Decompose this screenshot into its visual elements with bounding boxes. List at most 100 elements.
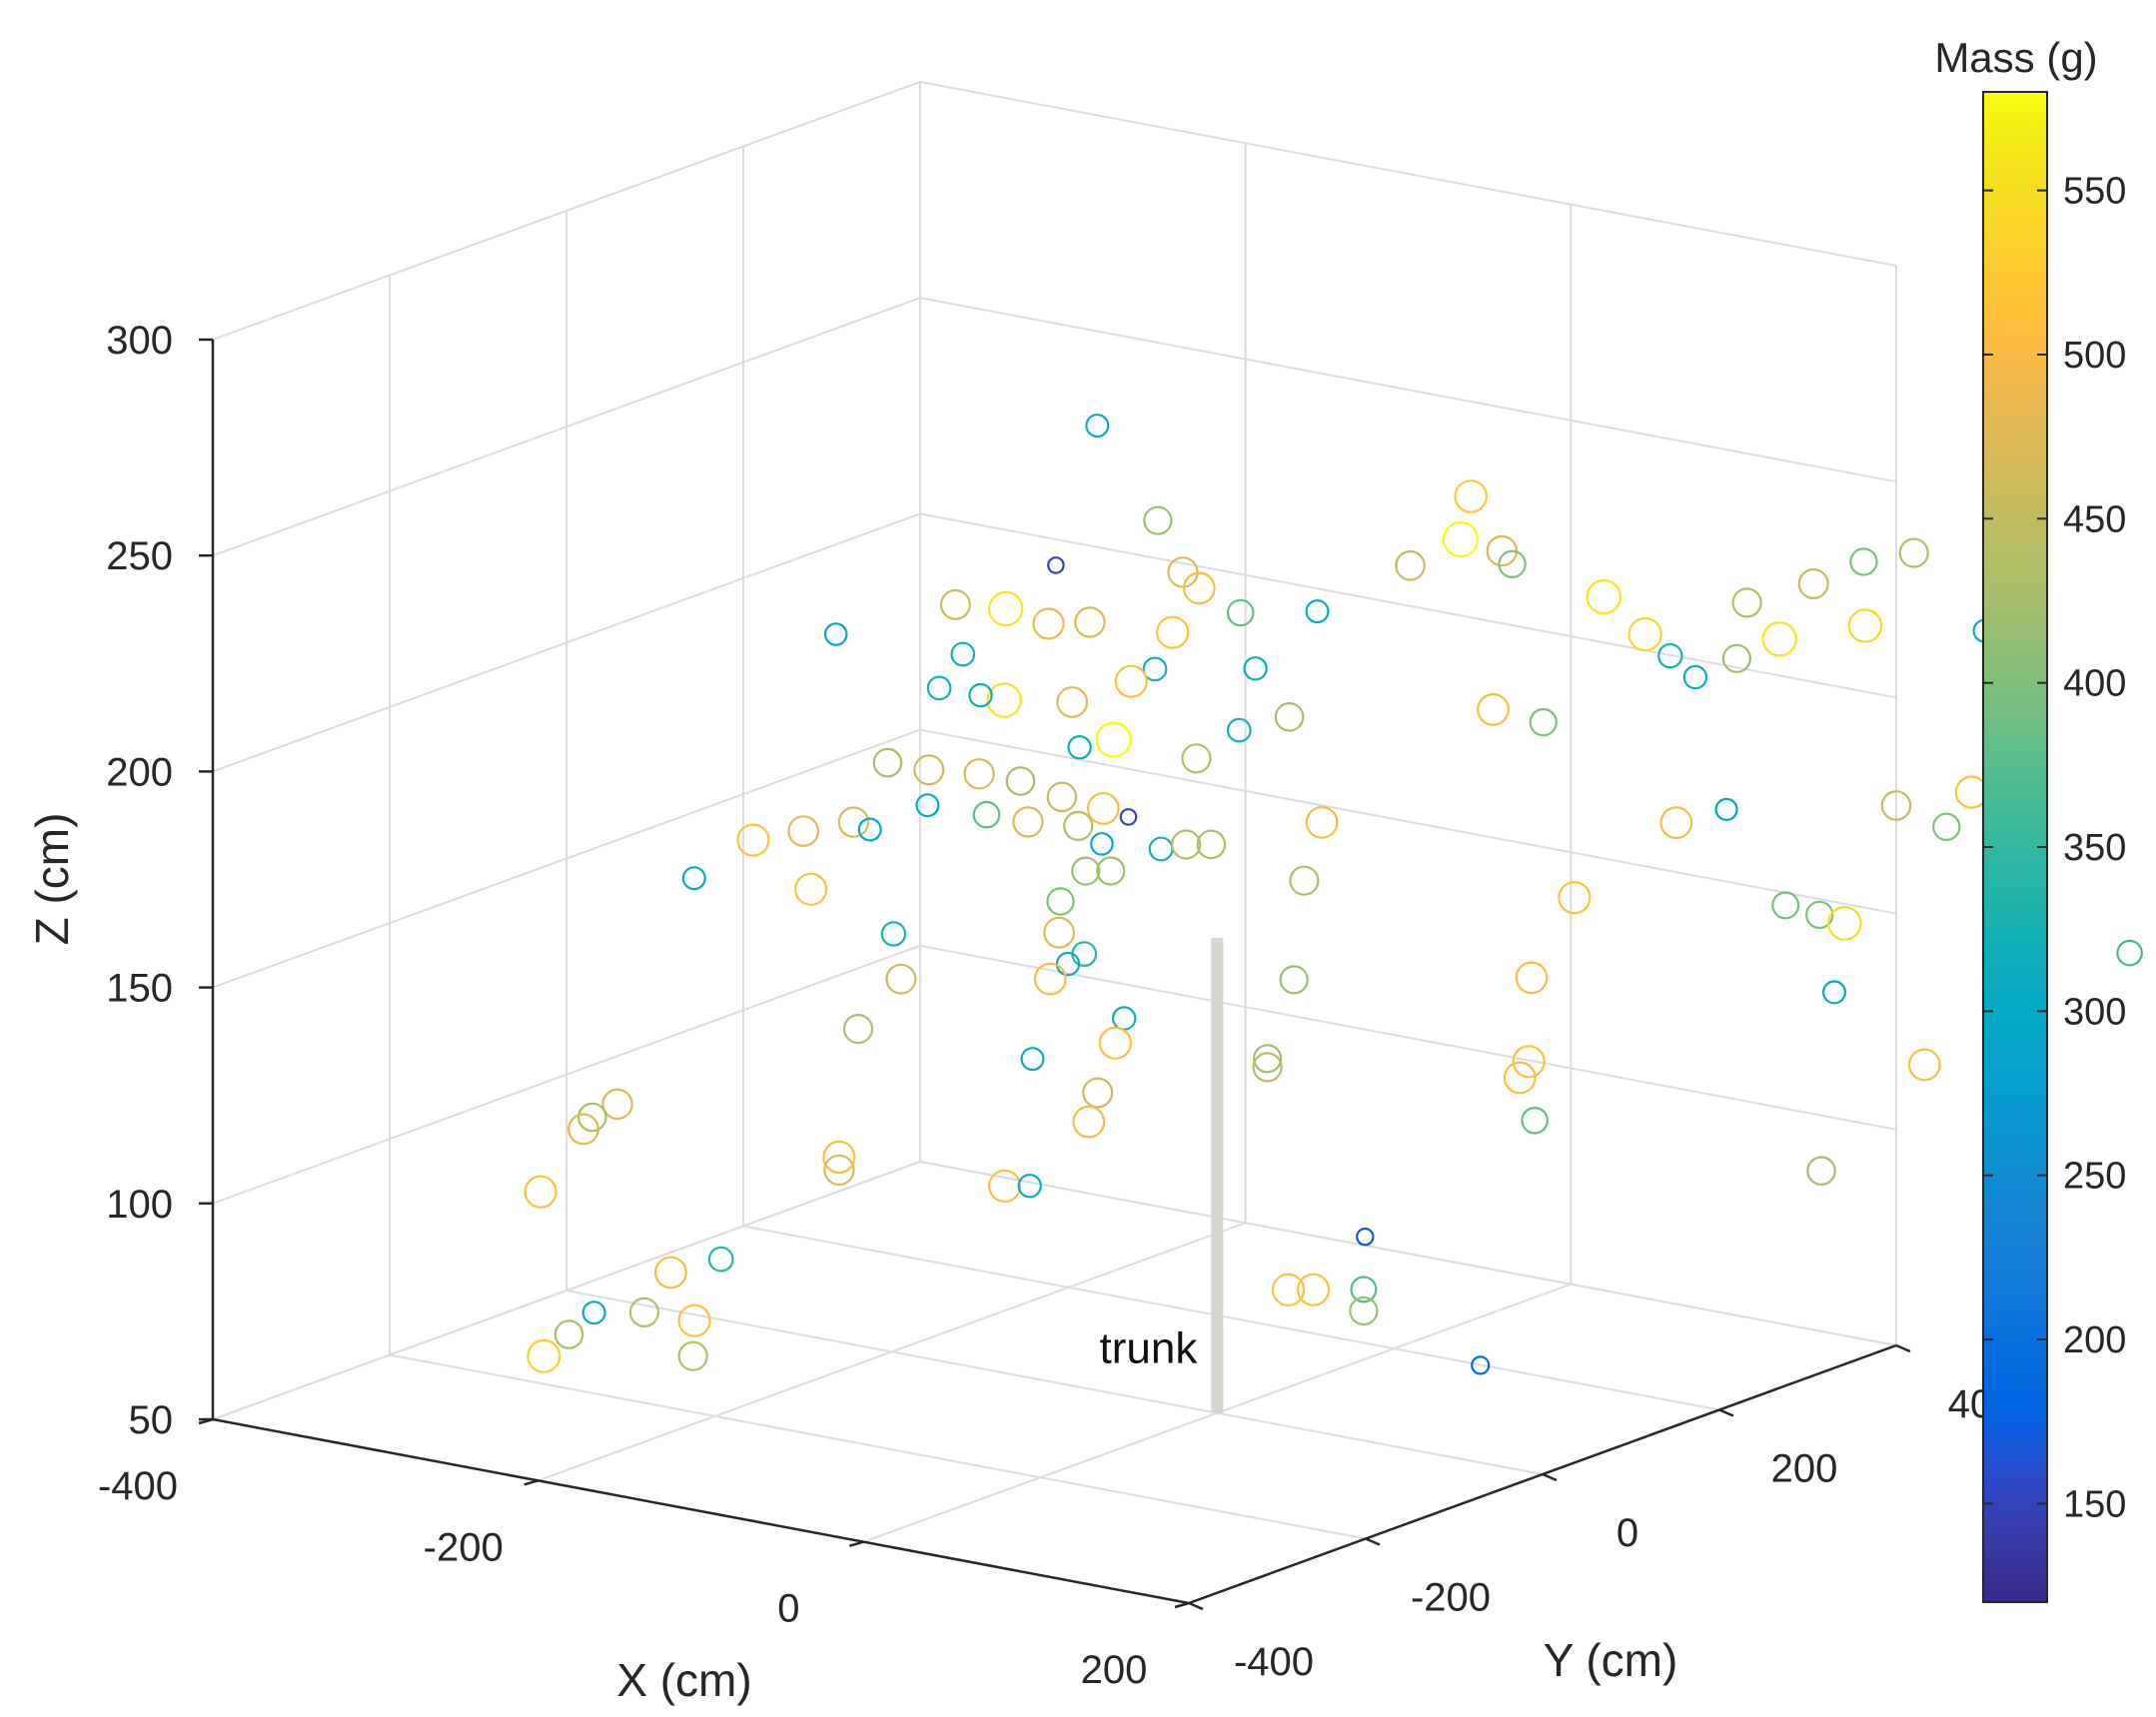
data-point [1043, 916, 1075, 949]
data-point [681, 866, 706, 891]
grid-line [742, 1225, 1720, 1411]
colorbar-gradient [1982, 91, 2048, 1603]
colorbar-tick-label: 550 [2063, 171, 2126, 213]
z-axis-label: Z (cm) [26, 813, 78, 946]
data-point [1847, 608, 1883, 643]
colorbar-tick-label: 300 [2063, 991, 2126, 1033]
data-point [1072, 1105, 1106, 1139]
data-point [1167, 556, 1199, 588]
grid-line [212, 1161, 921, 1420]
data-point [576, 1102, 607, 1133]
z-tick-label: 200 [106, 750, 173, 794]
colorbar-tick-label: 350 [2063, 827, 2126, 869]
data-point [1226, 598, 1255, 627]
data-point [1529, 707, 1558, 737]
x-tick-label: 0 [777, 1587, 799, 1631]
z-tick-label: 50 [129, 1398, 174, 1442]
data-point [913, 754, 945, 786]
data-point [1271, 1273, 1306, 1307]
grid-line [919, 297, 1897, 483]
data-point [1797, 567, 1829, 599]
grid-line [565, 1289, 1544, 1475]
data-point [872, 747, 903, 778]
y-axis-label: Y (cm) [1544, 1634, 1678, 1686]
data-point [1721, 643, 1752, 673]
y-tick-mark [1895, 1343, 1911, 1353]
data-point [1761, 621, 1797, 657]
axes [198, 338, 1911, 1611]
data-point [837, 806, 870, 838]
data-point [1111, 1006, 1137, 1031]
y-tick-label: -200 [1411, 1576, 1491, 1620]
trunk-label: trunk [1100, 1324, 1199, 1373]
data-point [1771, 891, 1800, 920]
data-point [1252, 1052, 1283, 1083]
data-point [1289, 865, 1320, 896]
data-point [1196, 829, 1227, 860]
data-point [986, 682, 1022, 718]
data-point [601, 1088, 633, 1121]
trunk-annotation: trunk [1100, 938, 1224, 1413]
data-point [950, 641, 976, 667]
data-point [1932, 812, 1961, 842]
x-tick-label: -200 [424, 1525, 504, 1569]
data-point [1356, 1227, 1375, 1247]
grid-lines [212, 81, 1897, 1604]
data-point [1350, 1276, 1378, 1303]
grid-line [212, 944, 921, 1205]
data-point [1181, 743, 1212, 774]
y-tick-label: 0 [1617, 1511, 1638, 1555]
data-point [1017, 1173, 1042, 1199]
data-point [677, 1340, 708, 1371]
data-point [581, 1300, 606, 1325]
data-point [1806, 1156, 1836, 1186]
data-point [1071, 941, 1098, 967]
grid-line [919, 728, 1897, 915]
data-point [553, 1319, 584, 1349]
data-point [1055, 951, 1081, 977]
data-point [987, 1169, 1022, 1204]
data-point [1849, 547, 1878, 576]
data-point [823, 1154, 855, 1187]
grid-line [919, 512, 1897, 699]
y-tick-mark [1542, 1472, 1558, 1482]
data-point [1171, 829, 1202, 860]
data-point [915, 793, 940, 818]
data-point [1086, 792, 1120, 825]
data-point [1512, 1045, 1546, 1079]
data-point [1067, 735, 1092, 760]
data-point [1156, 615, 1190, 649]
x-tick-mark [524, 1479, 539, 1486]
data-point [2116, 939, 2143, 967]
data-point [1252, 1044, 1283, 1074]
grid-line [919, 1161, 1897, 1346]
data-point [1305, 806, 1339, 839]
data-point [1627, 616, 1662, 652]
grid-line [212, 728, 921, 989]
data-point [1074, 606, 1106, 638]
z-tick-label: 100 [106, 1183, 173, 1227]
data-point [1731, 587, 1762, 618]
data-point [1279, 965, 1309, 995]
data-point [1005, 766, 1036, 796]
data-point [677, 1303, 711, 1337]
data-point [1020, 1047, 1045, 1072]
x-tick-label: -400 [98, 1464, 178, 1508]
data-point [1047, 556, 1065, 574]
data-point [885, 963, 917, 995]
data-point [972, 800, 1001, 829]
data-point [1056, 686, 1089, 718]
colorbar-tick-label: 500 [2063, 335, 2126, 377]
data-point [963, 758, 995, 790]
data-point [842, 1013, 874, 1045]
data-point [1046, 887, 1075, 916]
data-point [1804, 900, 1834, 930]
data-point [1114, 664, 1148, 698]
data-point [567, 1113, 599, 1146]
data-point [1182, 571, 1216, 605]
data-point [1012, 806, 1044, 838]
data-point [1095, 721, 1132, 758]
x-axis-line [212, 1417, 1190, 1605]
data-point [1880, 790, 1912, 821]
